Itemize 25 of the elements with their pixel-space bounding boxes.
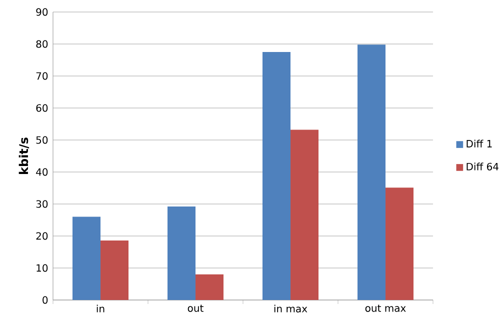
bar	[358, 44, 386, 300]
bar	[168, 206, 196, 300]
y-tick-label: 20	[36, 232, 48, 240]
x-tick-label: in max	[274, 304, 308, 312]
y-tick-label: 80	[36, 40, 48, 48]
bar	[196, 274, 224, 300]
legend-label: Diff 64	[466, 162, 498, 170]
bar	[386, 188, 414, 300]
x-tick-label: out max	[365, 304, 406, 312]
y-tick-label: 60	[36, 104, 48, 112]
y-tick-label: 30	[36, 200, 48, 208]
bar	[262, 52, 290, 300]
y-tick-label: 0	[42, 296, 48, 304]
bar	[290, 130, 318, 300]
y-tick-label: 10	[36, 264, 48, 272]
y-tick-label: 40	[36, 168, 48, 176]
y-axis-title: kbit/s	[18, 138, 30, 174]
x-tick-label: in	[96, 304, 104, 312]
legend-label: Diff 1	[466, 140, 492, 148]
y-tick-label: 50	[36, 136, 48, 144]
bar	[100, 240, 128, 300]
bar	[72, 216, 100, 300]
y-tick-label: 90	[36, 8, 48, 16]
x-tick-label: out	[188, 304, 204, 312]
y-tick-label: 70	[36, 72, 48, 80]
